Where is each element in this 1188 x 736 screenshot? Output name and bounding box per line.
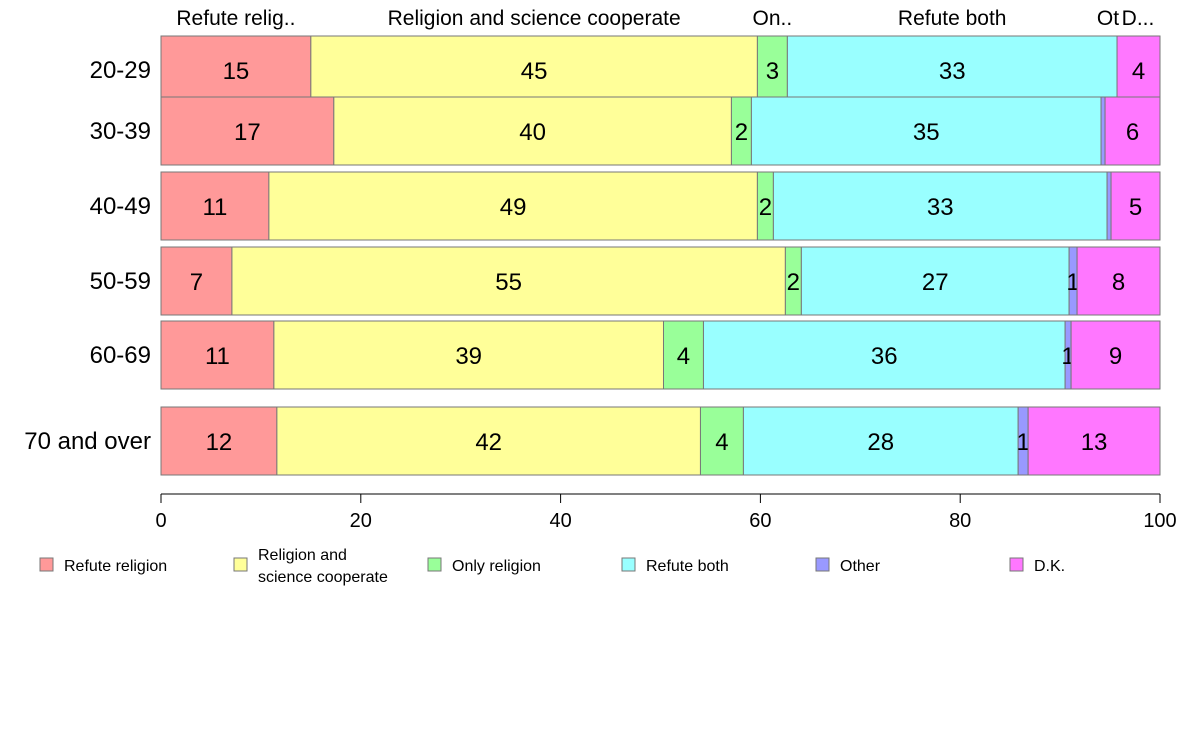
category-label: 20-29: [90, 57, 151, 84]
bar-segment: [160, 171, 270, 241]
x-tick-label: 60: [749, 510, 771, 532]
top-series-label: On..: [753, 7, 793, 30]
data-label: 2: [787, 269, 800, 296]
bar-segment: [268, 171, 758, 241]
bar-segment: [160, 96, 335, 166]
data-label: 9: [1109, 343, 1122, 370]
legend-label: Only religion: [452, 558, 541, 575]
category-label: 30-39: [90, 118, 151, 145]
data-label: 39: [455, 343, 482, 370]
data-label: 36: [871, 343, 898, 370]
data-label: 13: [1081, 429, 1108, 456]
data-label: 40: [519, 119, 546, 146]
bar-segment: [1110, 171, 1161, 241]
data-label: 17: [234, 119, 261, 146]
top-series-label: Refute both: [898, 7, 1007, 30]
data-label: 27: [922, 269, 949, 296]
x-tick-label: 80: [949, 510, 971, 532]
bar-segment: [273, 320, 664, 390]
bar-segment: [1027, 406, 1161, 476]
bar-segment: [750, 96, 1102, 166]
legend-swatch: [1009, 557, 1024, 572]
data-label: 55: [495, 269, 522, 296]
data-label: 49: [500, 194, 527, 221]
bar-segment: [160, 35, 312, 105]
data-label: 6: [1126, 119, 1139, 146]
legend: Refute religion Religion and science coope…: [39, 547, 1065, 586]
legend-label: Other: [840, 558, 881, 575]
data-label: 4: [677, 343, 690, 370]
data-label: 11: [205, 343, 230, 370]
bar-segment: [702, 320, 1066, 390]
bar-segment: [1104, 96, 1161, 166]
legend-label: science cooperate: [258, 569, 388, 586]
legend-item: Religion and science cooperate: [233, 547, 388, 586]
data-label: 42: [475, 429, 502, 456]
legend-swatch: [621, 557, 636, 572]
data-label: 5: [1129, 194, 1142, 221]
x-tick-label: 40: [549, 510, 571, 532]
top-series-label: Ot: [1097, 7, 1119, 30]
data-label: 11: [202, 194, 227, 221]
data-label: 8: [1112, 269, 1125, 296]
bar-segment: [800, 246, 1070, 316]
bar-segment: [160, 320, 275, 390]
data-label: 28: [867, 429, 894, 456]
x-tick-label: 0: [155, 510, 166, 532]
legend-label: D.K.: [1034, 558, 1065, 575]
data-label: 45: [521, 58, 548, 85]
legend-swatch: [815, 557, 830, 572]
bar-segment: [310, 35, 758, 105]
bar-segment: [786, 35, 1118, 105]
legend-swatch: [233, 557, 248, 572]
data-label: 1: [1066, 269, 1079, 296]
legend-item: Refute religion: [39, 557, 167, 575]
bar-segment: [742, 406, 1019, 476]
bar-segment: [1100, 96, 1106, 166]
x-axis: 0 20 40 60 80 100: [155, 493, 1177, 532]
data-label: 3: [766, 58, 779, 85]
bar-segment: [333, 96, 732, 166]
data-label: 1: [1016, 429, 1029, 456]
category-label: 70 and over: [24, 428, 151, 455]
legend-item: Only religion: [427, 557, 541, 575]
legend-label: Refute both: [646, 558, 729, 575]
legend-item: Refute both: [621, 557, 729, 575]
category-label: 60-69: [90, 342, 151, 369]
data-label: 33: [927, 194, 954, 221]
data-label: 7: [190, 269, 203, 296]
bar-segment: [276, 406, 701, 476]
x-tick-label: 100: [1143, 510, 1176, 532]
category-labels: 20-29 30-39 40-49 50-59 60-69 70 and over: [24, 57, 151, 455]
legend-item: D.K.: [1009, 557, 1065, 575]
data-label: 35: [913, 119, 940, 146]
data-label: 15: [223, 58, 250, 85]
legend-swatch: [39, 557, 54, 572]
data-label: 12: [206, 429, 233, 456]
legend-swatch: [427, 557, 442, 572]
x-tick-label: 20: [350, 510, 372, 532]
top-series-label: Religion and science cooperate: [388, 7, 681, 30]
data-label: 33: [939, 58, 966, 85]
bar-segment: [772, 171, 1108, 241]
bar-segment: [1070, 320, 1161, 390]
category-label: 40-49: [90, 193, 151, 220]
data-label: 4: [715, 429, 728, 456]
bar-segment: [160, 406, 278, 476]
legend-label: Refute religion: [64, 558, 167, 575]
data-label: 4: [1132, 58, 1145, 85]
top-series-label: D...: [1122, 7, 1155, 30]
bar-segment: [1106, 171, 1112, 241]
bar-segment: [1076, 246, 1161, 316]
bars: 15 45 3 33 417 40 2 35 611 49 2 33 57 55 2 27 1 811 39 4 36 1…: [160, 35, 1161, 476]
data-label: 2: [759, 194, 772, 221]
bar-segment: [160, 246, 233, 316]
legend-label: Religion and: [258, 547, 347, 564]
data-label: 2: [735, 119, 748, 146]
legend-item: Other: [815, 557, 881, 575]
top-series-label: Refute relig..: [176, 7, 295, 30]
category-label: 50-59: [90, 268, 151, 295]
top-series-labels: Refute relig.. Religion and science coope…: [176, 7, 1154, 30]
